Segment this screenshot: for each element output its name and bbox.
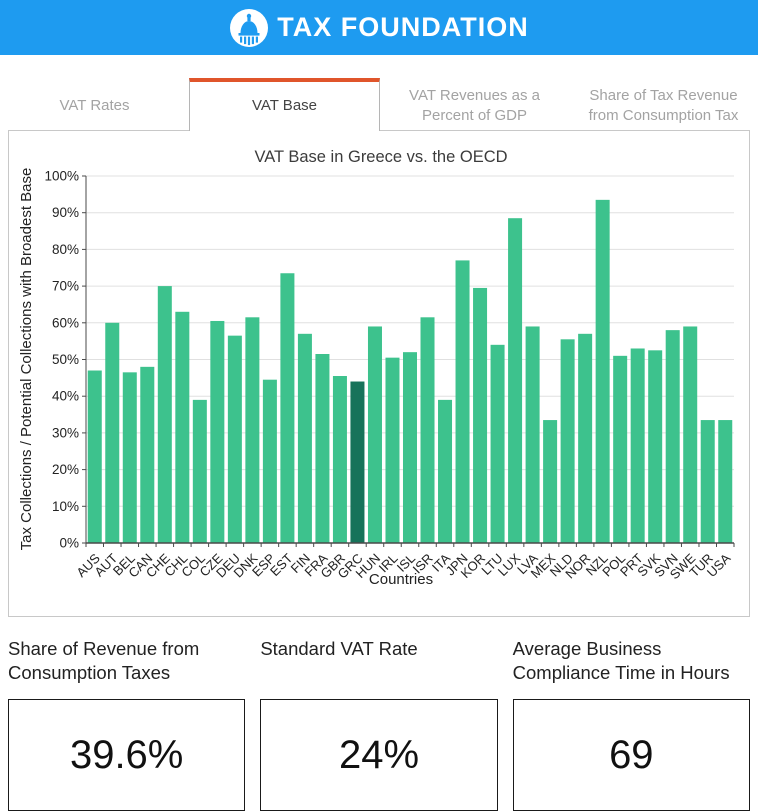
bar-usa[interactable] [718, 420, 733, 543]
y-tick-label: 100% [44, 169, 79, 184]
y-axis-label: Tax Collections / Potential Collections … [18, 168, 35, 551]
bar-ita[interactable] [438, 399, 453, 543]
tab-bar: VAT Rates VAT Base VAT Revenues as a Perce… [0, 78, 758, 131]
bar-nld[interactable] [560, 339, 575, 543]
bar-lux[interactable] [508, 218, 523, 543]
stat-value: 69 [609, 732, 654, 777]
bar-dnk[interactable] [245, 317, 260, 543]
bar-svk[interactable] [648, 350, 663, 543]
y-tick-label: 30% [52, 425, 79, 440]
bar-col[interactable] [192, 399, 207, 543]
bar-chl[interactable] [175, 311, 190, 543]
bar-hun[interactable] [367, 326, 382, 543]
y-tick-label: 50% [52, 352, 79, 367]
bar-gbr[interactable] [332, 376, 347, 543]
bar-fin[interactable] [297, 333, 312, 543]
bar-grc[interactable] [350, 381, 365, 543]
stat-label: Standard VAT Rate [260, 638, 418, 659]
y-tick-label: 60% [52, 315, 79, 330]
bar-kor[interactable] [473, 287, 488, 543]
tab-label: VAT Rates [59, 96, 130, 114]
bar-isr[interactable] [420, 317, 435, 543]
stat-value: 24% [338, 732, 420, 777]
stat-box: 69 [512, 699, 750, 812]
bar-tur[interactable] [700, 420, 715, 543]
bar-lva[interactable] [525, 326, 540, 543]
bar-svn[interactable] [665, 330, 680, 543]
bar-mex[interactable] [543, 420, 558, 543]
stat-label: Average Business Compliance Time in Hour… [512, 638, 730, 684]
tab-label: Share of Tax Revenue from Consumption Ta… [588, 86, 739, 124]
bar-nzl[interactable] [595, 199, 610, 543]
capitol-dome-icon [230, 8, 269, 47]
stat-standard-vat-rate: Standard VAT Rate 24% [260, 637, 498, 811]
tab-vat-revenues-as-a-percent-of-gdp[interactable]: VAT Revenues as a Percent of GDP [380, 78, 569, 130]
chart-panel: VAT Base in Greece vs. the OECD Tax Coll… [8, 130, 750, 617]
bar-swe[interactable] [683, 326, 698, 543]
tab-vat-rates[interactable]: VAT Rates [0, 78, 189, 130]
vat-base-chart: VAT Base in Greece vs. the OECD Tax Coll… [18, 148, 735, 588]
chart-title: VAT Base in Greece vs. the OECD [254, 148, 507, 166]
plot-area: 0%10%20%30%40%50%60%70%80%90%100%AUSAUTB… [44, 169, 735, 582]
y-tick-label: 40% [52, 389, 79, 404]
bar-prt[interactable] [630, 348, 645, 543]
stat-value: 39.6% [69, 732, 184, 777]
stat-label: Share of Revenue from Consumption Taxes [8, 638, 200, 684]
y-tick-label: 70% [52, 279, 79, 294]
bar-irl[interactable] [385, 357, 400, 543]
y-tick-label: 20% [52, 462, 79, 477]
bar-pol[interactable] [613, 355, 628, 543]
y-tick-label: 80% [52, 242, 79, 257]
bar-aus[interactable] [87, 370, 102, 543]
bar-isl[interactable] [402, 352, 417, 543]
bar-cze[interactable] [210, 320, 225, 543]
brand-title: TAX FOUNDATION [277, 12, 529, 42]
tab-vat-base[interactable]: VAT Base [189, 78, 380, 131]
tab-share-of-tax-revenue-from-consumption-tax[interactable]: Share of Tax Revenue from Consumption Ta… [569, 78, 758, 130]
bar-esp[interactable] [262, 379, 277, 543]
stats-section: Share of Revenue from Consumption Taxes 3… [0, 637, 758, 812]
bar-jpn[interactable] [455, 260, 470, 543]
x-axis-label: Countries [369, 571, 433, 588]
stat-average-business: Average Business Compliance Time in Hour… [512, 637, 750, 812]
header: TAX FOUNDATION [0, 0, 758, 55]
stat-share-of-revenue-from: Share of Revenue from Consumption Taxes 3… [8, 637, 246, 812]
y-tick-label: 0% [59, 536, 79, 551]
stat-box: 24% [260, 699, 498, 811]
bar-deu[interactable] [227, 335, 242, 543]
bar-ltu[interactable] [490, 344, 505, 543]
y-tick-label: 10% [52, 499, 79, 514]
y-tick-label: 90% [52, 205, 79, 220]
bar-can[interactable] [140, 366, 155, 543]
bar-est[interactable] [280, 273, 295, 543]
stat-box: 39.6% [8, 699, 246, 812]
bar-che[interactable] [157, 286, 172, 543]
bar-nor[interactable] [578, 333, 593, 543]
bar-aut[interactable] [105, 322, 120, 543]
bar-bel[interactable] [122, 372, 137, 543]
bar-fra[interactable] [315, 354, 330, 543]
tab-label: VAT Revenues as a Percent of GDP [409, 86, 540, 124]
tab-label: VAT Base [251, 96, 318, 114]
